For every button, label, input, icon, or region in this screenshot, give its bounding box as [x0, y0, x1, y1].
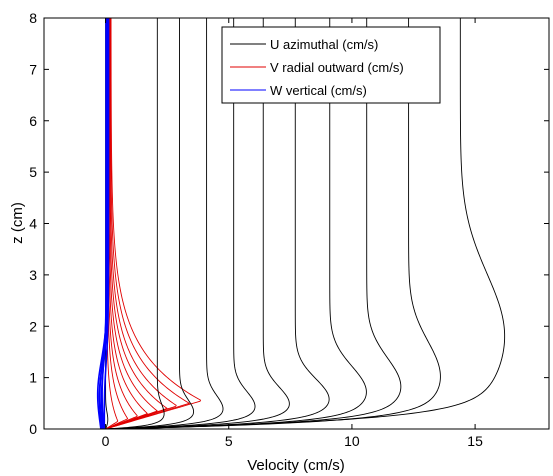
y-axis-title: z (cm) [9, 202, 26, 244]
y-tick-label: 7 [29, 61, 37, 77]
y-tick-label: 4 [29, 216, 37, 232]
u-azimuthal-profile-line [105, 18, 195, 430]
u-azimuthal-profile-line [105, 18, 441, 430]
x-tick-label: 10 [344, 433, 360, 449]
y-tick-label: 3 [29, 267, 37, 283]
y-tick-label: 1 [29, 370, 37, 386]
u-azimuthal-profile-line [105, 18, 402, 430]
u-azimuthal-profile-line [105, 18, 224, 430]
x-axis-title: Velocity (cm/s) [247, 457, 345, 474]
v-radial-profile-line [105, 18, 191, 430]
legend: U azimuthal (cm/s) V radial outward (cm/s… [221, 26, 441, 104]
u-azimuthal-profile-line [105, 18, 506, 430]
v-radial-profile-line [105, 18, 177, 430]
v-radial-profile-line [105, 18, 202, 430]
x-tick-label: 5 [225, 433, 233, 449]
y-tick-label: 2 [29, 318, 37, 334]
x-tick-label: 0 [102, 433, 110, 449]
u-azimuthal-profile-line [105, 18, 330, 430]
u-azimuthal-profile-line [105, 18, 165, 430]
y-tick-label: 0 [29, 421, 37, 437]
legend-entry-label: V radial outward (cm/s) [270, 60, 404, 75]
u-azimuthal-profile-line [105, 18, 256, 430]
u-azimuthal-profile-line [105, 18, 290, 430]
u-azimuthal-profile-line [105, 18, 367, 430]
legend-entry-label: W vertical (cm/s) [270, 83, 367, 98]
y-tick-label: 5 [29, 164, 37, 180]
y-tick-label: 8 [29, 10, 37, 26]
w-vertical-profile-line [103, 18, 110, 429]
y-tick-label: 6 [29, 113, 37, 129]
curves-layer [96, 18, 506, 430]
ticks-layer: 0 5 10 15 0 1 2 3 4 5 6 7 8 [29, 10, 549, 449]
legend-entry-label: U azimuthal (cm/s) [270, 37, 378, 52]
x-tick-label: 15 [467, 433, 483, 449]
